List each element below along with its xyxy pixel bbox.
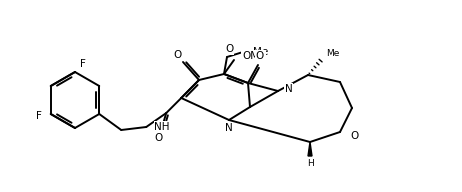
Text: O: O <box>154 133 162 143</box>
Text: O: O <box>225 44 233 54</box>
Text: F: F <box>36 111 42 121</box>
Text: N: N <box>285 84 293 94</box>
Text: N: N <box>225 123 233 133</box>
Text: Me: Me <box>326 50 340 59</box>
Text: O: O <box>174 50 182 60</box>
Text: F: F <box>80 59 86 69</box>
Text: Me: Me <box>253 47 268 57</box>
Text: OMe: OMe <box>242 51 266 61</box>
Text: O: O <box>350 131 358 141</box>
Polygon shape <box>308 142 312 156</box>
Text: O: O <box>256 51 264 61</box>
Text: H: H <box>307 159 313 167</box>
Text: NH: NH <box>154 122 170 132</box>
